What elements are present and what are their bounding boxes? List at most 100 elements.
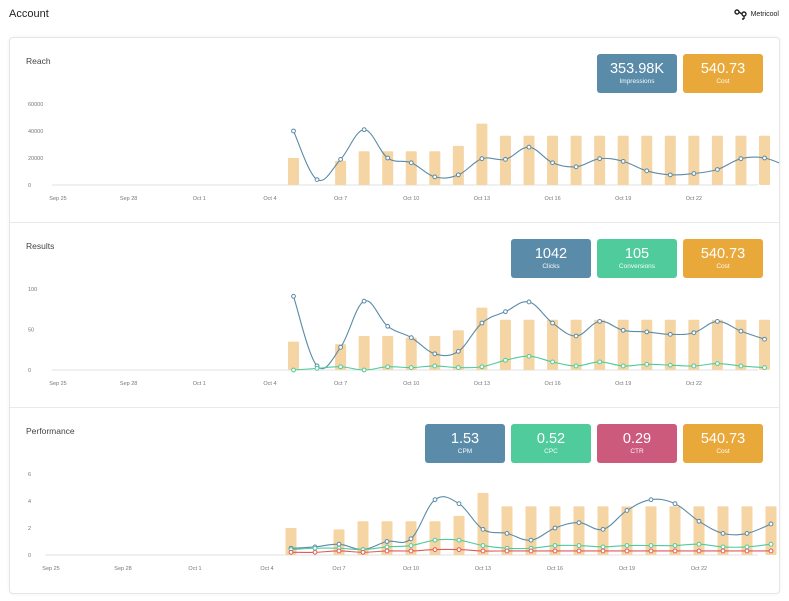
bar — [621, 506, 633, 555]
data-point — [384, 548, 390, 554]
y-tick-label: 0 — [28, 368, 31, 374]
data-point — [314, 177, 320, 183]
bar — [645, 506, 657, 555]
top-bar: Account Metricool — [0, 0, 789, 30]
data-point — [691, 363, 697, 369]
account-card: Reach 353.98K Impressions 540.73 Cost 0 2… — [9, 37, 780, 594]
data-point — [314, 365, 320, 371]
data-point — [762, 336, 767, 342]
data-point — [336, 541, 342, 547]
data-point — [385, 323, 391, 329]
performance-section: Performance 1.53 CPM 0.52 CPC 0.29 CTR 5… — [10, 408, 779, 593]
x-tick-label: Sep 25 — [42, 566, 59, 572]
data-point — [291, 128, 296, 134]
data-point — [744, 548, 750, 554]
data-point — [648, 497, 654, 503]
page-title: Account — [9, 8, 49, 20]
data-point — [644, 329, 650, 335]
x-tick-label: Oct 16 — [544, 196, 560, 202]
data-point — [624, 548, 630, 554]
data-point — [384, 544, 390, 550]
x-tick-label: Sep 28 — [120, 381, 137, 387]
data-point — [620, 363, 626, 369]
bar — [664, 135, 676, 185]
data-point — [672, 548, 678, 554]
metric-label: CTR — [630, 447, 644, 455]
data-point — [385, 155, 391, 161]
data-point — [600, 526, 606, 532]
metric-value: 1.53 — [450, 430, 480, 447]
y-tick-label: 50 — [28, 328, 34, 334]
data-point — [291, 293, 296, 299]
data-point — [738, 328, 744, 334]
bar — [525, 506, 537, 555]
data-point — [762, 155, 767, 161]
data-point — [667, 331, 673, 337]
bar — [688, 135, 700, 185]
metric-cost: 540.73 Cost — [683, 239, 763, 278]
y-tick-label: 20000 — [28, 156, 43, 162]
bar — [617, 319, 629, 370]
metric-label: Clicks — [542, 262, 560, 270]
bar — [452, 145, 464, 185]
bar — [357, 521, 369, 555]
data-point — [408, 548, 414, 554]
data-point — [479, 320, 485, 326]
data-point — [573, 363, 579, 369]
data-point — [573, 333, 579, 339]
bar — [693, 506, 705, 555]
data-point — [667, 172, 673, 178]
metric-value: 105 — [624, 245, 650, 262]
data-point — [762, 365, 767, 370]
x-tick-label: Oct 7 — [332, 566, 345, 572]
data-point — [338, 344, 344, 350]
bar — [477, 492, 489, 555]
bar — [735, 319, 747, 370]
x-tick-label: Oct 1 — [193, 381, 206, 387]
data-point — [768, 541, 774, 547]
data-point — [504, 548, 510, 554]
data-point — [432, 363, 438, 369]
bar — [573, 506, 585, 555]
data-point — [768, 548, 774, 554]
bar — [669, 506, 681, 555]
x-tick-label: Oct 19 — [615, 196, 631, 202]
data-point — [624, 508, 630, 513]
data-point — [360, 549, 366, 555]
metric-value: 540.73 — [700, 430, 746, 447]
data-point — [738, 363, 744, 369]
bar — [570, 319, 582, 370]
data-point — [432, 351, 438, 357]
data-point — [552, 525, 558, 531]
bar — [453, 515, 465, 555]
performance-chart: 0 2 4 6 Sep 25 Sep 28 Oct 1 Oct 4 Oct 7 Oct 10 Oct… — [28, 472, 777, 572]
data-point — [691, 330, 697, 336]
x-tick-label: Oct 4 — [263, 196, 276, 202]
metric-value: 353.98K — [609, 60, 665, 77]
bar — [688, 319, 700, 370]
results-chart: 0 50 100 Sep 25 Sep 28 Oct 1 Oct 4 Oct 7 Oct 10 O… — [28, 287, 770, 387]
data-point — [408, 536, 414, 542]
x-tick-label: Oct 16 — [547, 566, 563, 572]
y-tick-label: 6 — [28, 472, 31, 478]
data-point — [576, 548, 582, 554]
x-tick-label: Oct 4 — [260, 566, 273, 572]
data-point — [503, 309, 508, 315]
data-point — [597, 319, 603, 324]
bar — [711, 319, 723, 370]
metric-cpc: 0.52 CPC — [511, 424, 591, 463]
data-point — [550, 320, 555, 326]
bar — [547, 319, 559, 370]
data-point — [455, 348, 461, 354]
section-title-results: Results — [26, 241, 55, 251]
data-point — [312, 549, 318, 555]
brand-logo: Metricool — [733, 8, 779, 20]
section-divider — [10, 407, 779, 408]
data-point — [479, 364, 485, 370]
bar — [523, 319, 535, 370]
data-point — [432, 537, 438, 543]
y-tick-label: 2 — [28, 526, 31, 532]
metric-label: CPM — [457, 447, 473, 455]
metric-label: Conversions — [618, 262, 656, 270]
data-point — [526, 299, 532, 305]
